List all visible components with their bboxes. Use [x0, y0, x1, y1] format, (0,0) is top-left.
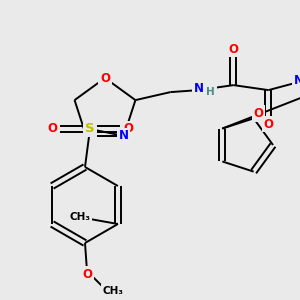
Text: O: O: [100, 71, 110, 85]
Text: O: O: [228, 43, 239, 56]
Text: S: S: [85, 122, 95, 136]
Text: O: O: [254, 107, 264, 120]
Text: O: O: [82, 268, 92, 281]
Text: O: O: [47, 122, 57, 136]
Text: N: N: [293, 74, 300, 87]
Text: H: H: [206, 87, 215, 97]
Text: O: O: [123, 122, 133, 136]
Text: N: N: [119, 129, 129, 142]
Text: CH₃: CH₃: [69, 212, 90, 222]
Text: CH₃: CH₃: [103, 286, 124, 296]
Text: N: N: [194, 82, 203, 94]
Text: O: O: [263, 118, 273, 130]
